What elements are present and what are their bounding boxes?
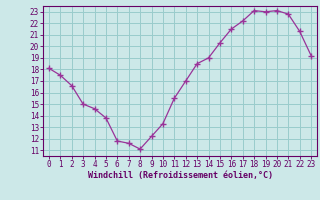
X-axis label: Windchill (Refroidissement éolien,°C): Windchill (Refroidissement éolien,°C) (87, 171, 273, 180)
